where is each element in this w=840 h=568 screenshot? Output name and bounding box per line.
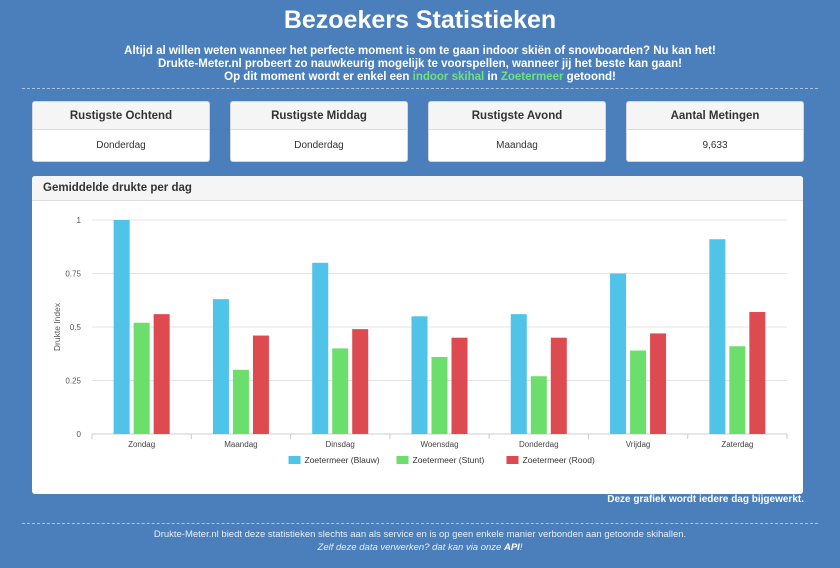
stat-card-aantal-metingen: Aantal Metingen 9,633 (626, 101, 804, 162)
legend-label: Zoetermeer (Stunt) (413, 455, 485, 465)
footer-api-line: Zelf deze data verwerken? dat kan via on… (0, 541, 840, 554)
stat-card-label: Rustigste Avond (429, 102, 605, 130)
footer-api-text-b: ! (519, 542, 523, 553)
bar (113, 220, 130, 434)
y-axis-title: Drukte Index (52, 302, 62, 351)
stat-card-label: Rustigste Middag (231, 102, 407, 130)
y-tick-label: 0.5 (70, 323, 82, 332)
bar (530, 376, 547, 434)
footer-disclaimer: Drukte-Meter.nl biedt deze statistieken … (153, 529, 687, 540)
legend-label: Zoetermeer (Rood) (523, 455, 595, 465)
bar (312, 262, 329, 434)
x-tick-label: Zondag (128, 440, 155, 449)
stat-card-value: Maandag (496, 140, 538, 151)
api-link[interactable]: API (503, 542, 520, 553)
y-tick-label: 1 (77, 216, 82, 225)
divider-top (22, 88, 818, 89)
stat-card-label: Rustigste Ochtend (33, 102, 209, 130)
chart-update-note: Deze grafiek wordt iedere dag bijgewerkt… (607, 494, 804, 505)
stat-card-value: 9,633 (702, 140, 728, 151)
bar (610, 273, 627, 434)
bar (709, 239, 726, 434)
bar (650, 333, 667, 434)
legend-swatch (396, 456, 409, 464)
stat-card-rustigste-avond: Rustigste Avond Maandag (428, 101, 606, 162)
stat-card-value: Donderdag (96, 140, 146, 151)
bar (411, 316, 428, 434)
x-tick-label: Dinsdag (326, 440, 355, 449)
x-tick-label: Woensdag (420, 440, 458, 449)
intro-line-3-text-b: in (484, 71, 501, 83)
stat-card-rustigste-middag: Rustigste Middag Donderdag (230, 101, 408, 162)
bar (133, 322, 150, 434)
bar (630, 350, 647, 434)
intro-line-2: Drukte-Meter.nl probeert zo nauwkeurig m… (157, 58, 682, 70)
bar (252, 335, 269, 434)
intro-line-3: Op dit moment wordt er enkel een indoor … (0, 71, 840, 84)
bar (729, 346, 746, 434)
zoetermeer-link[interactable]: Zoetermeer (500, 71, 564, 83)
bar (212, 299, 229, 434)
bar (352, 329, 369, 434)
intro-line-3-text-c: getoond! (563, 71, 616, 83)
footer: Drukte-Meter.nl biedt deze statistieken … (0, 528, 840, 554)
stat-card-rustigste-ochtend: Rustigste Ochtend Donderdag (32, 101, 210, 162)
y-tick-label: 0 (77, 430, 82, 439)
bar-chart: 0 0.25 0.5 0.75 1 Drukte Index Zondag Maandag Di… (52, 216, 788, 465)
bar (431, 356, 448, 434)
legend-swatch (288, 456, 301, 464)
divider-bottom (22, 523, 818, 524)
intro-text: Altijd al willen weten wanneer het perfe… (0, 45, 840, 84)
bar (749, 312, 766, 434)
y-tick-label: 0.25 (65, 377, 81, 386)
page-title: Bezoekers Statistieken (283, 6, 557, 34)
bar (332, 348, 349, 434)
x-tick-label: Zaterdag (721, 440, 753, 449)
bar (550, 337, 567, 434)
chart-panel-title: Gemiddelde drukte per dag (32, 176, 803, 201)
bar (510, 314, 527, 434)
bar (451, 337, 468, 434)
bar (153, 314, 170, 434)
intro-line-3-text-a: Op dit moment wordt er enkel een (224, 71, 413, 83)
chart-panel: Gemiddelde drukte per dag 0 0.25 0.5 0.75 1 D… (32, 176, 803, 494)
x-tick-label: Donderdag (519, 440, 559, 449)
stat-card-value: Donderdag (294, 140, 344, 151)
legend-label: Zoetermeer (Blauw) (305, 455, 380, 465)
x-tick-label: Vrijdag (626, 440, 651, 449)
footer-api-text-a: Zelf deze data verwerken? dat kan via on… (317, 542, 504, 553)
x-tick-label: Maandag (224, 440, 257, 449)
indoor-skihal-link[interactable]: indoor skihal (412, 71, 485, 83)
stat-card-label: Aantal Metingen (627, 102, 803, 130)
intro-line-1: Altijd al willen weten wanneer het perfe… (124, 45, 716, 57)
y-tick-label: 0.75 (65, 270, 81, 279)
bar (232, 369, 249, 434)
legend-swatch (506, 456, 519, 464)
